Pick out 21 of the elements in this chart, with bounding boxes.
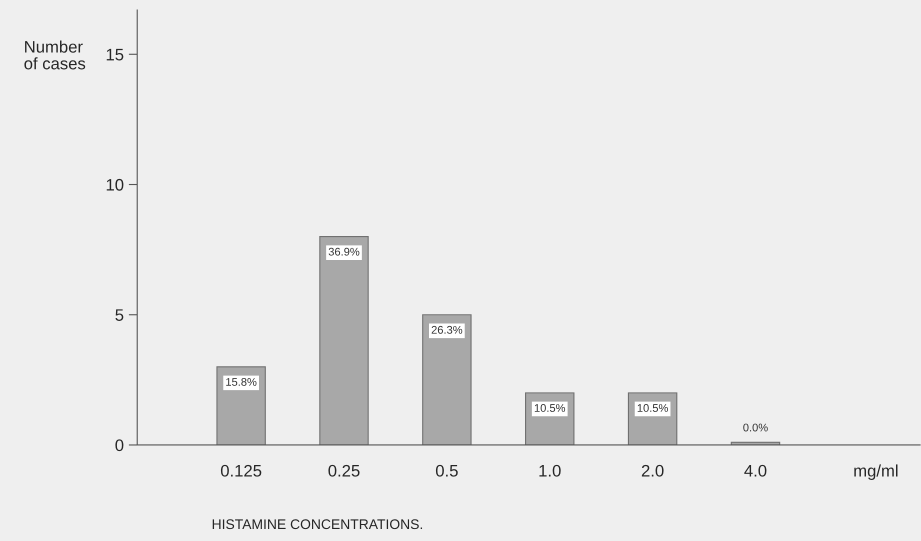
- y-tick-label: 0: [115, 439, 124, 452]
- bar: [422, 314, 472, 445]
- y-axis-title: Number of cases: [24, 40, 86, 70]
- x-tick-label: 4.0: [744, 464, 766, 477]
- annotation: 26.3%: [432, 326, 462, 334]
- y-tick-label: 5: [115, 309, 124, 321]
- annotation: 15.8%: [226, 378, 256, 386]
- x-tick-label: 2.0: [642, 464, 664, 477]
- y-tick-label: 10: [106, 178, 124, 191]
- annotation: 10.5%: [638, 404, 668, 412]
- x-tick-label: 0.5: [436, 464, 458, 477]
- x-tick-label: 0.125: [220, 464, 262, 477]
- bar: [319, 236, 369, 445]
- text: mg/ml: [854, 464, 898, 480]
- annotation: 36.9%: [328, 248, 360, 256]
- y-tick-label: 15: [106, 48, 124, 60]
- x-tick-label: 1.0: [539, 464, 561, 477]
- annotation: 10.5%: [534, 404, 566, 412]
- x-axis-title: HISTAMINE CONCENTRATIONS.: [212, 519, 422, 530]
- x-tick-label: 0.25: [328, 464, 360, 477]
- annotation: 0.0%: [743, 424, 768, 432]
